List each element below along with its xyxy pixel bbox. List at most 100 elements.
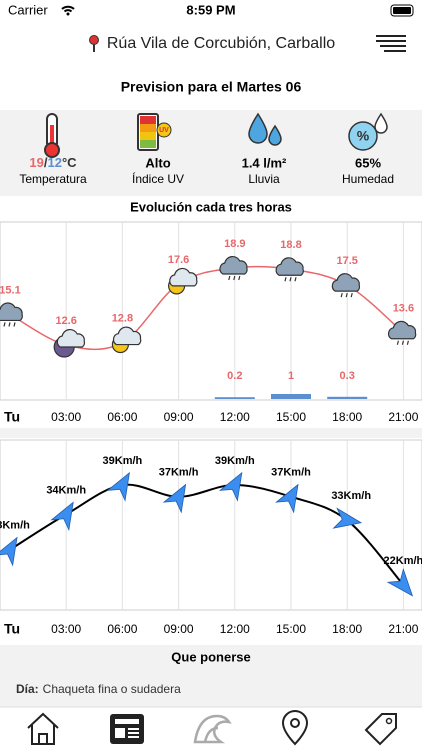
rain-drop <box>284 277 287 282</box>
rain-label: Lluvia <box>248 172 280 186</box>
cloud-icon <box>56 328 86 348</box>
x-tick-label: 18:00 <box>332 410 362 424</box>
uv-label: Índice UV <box>132 171 184 186</box>
clock: 8:59 PM <box>186 2 235 17</box>
wind-arrow <box>275 483 299 514</box>
wind-label: 39Km/h <box>215 455 255 467</box>
forecast-title: Prevision para el Martes 06 <box>121 79 302 95</box>
temp-separator: / <box>44 155 48 170</box>
wind-label: 28Km/h <box>0 520 30 532</box>
wind-chart-frame <box>0 439 422 611</box>
temperature-label: 18.8 <box>280 239 301 251</box>
wind-label: 39Km/h <box>103 455 143 467</box>
rain-drop <box>233 275 236 281</box>
rain-value: 1.4 l/m² <box>242 155 287 170</box>
chart-title: Evolución cada tres horas <box>130 199 292 214</box>
uv-icon-text: UV <box>159 127 169 134</box>
x-tick-label: 06:00 <box>107 410 137 424</box>
x-tick-label: 03:00 <box>51 622 81 636</box>
rain-bar <box>214 397 255 399</box>
cloud-icon <box>387 320 417 340</box>
day-text: Chaqueta fina o sudadera <box>43 682 181 696</box>
wind-arrow <box>162 483 187 514</box>
x-tick-label: 12:00 <box>220 622 250 636</box>
rain-drop <box>238 275 241 281</box>
temperature-range: 19/12°C <box>29 155 77 170</box>
tab-home[interactable] <box>27 712 59 745</box>
wind-label: 37Km/h <box>271 467 311 479</box>
wifi-dot <box>66 12 70 16</box>
wind-arrow <box>0 536 18 567</box>
location: Rúa Vila de Corcubión, Carballo <box>107 35 335 52</box>
wind-label: 34Km/h <box>46 484 86 496</box>
wind-arrow <box>106 471 130 502</box>
temperature-label: 17.6 <box>168 254 189 266</box>
temperature-label: 12.8 <box>112 312 133 324</box>
x-tick-label: Tu <box>4 621 20 637</box>
humidity-icon <box>348 112 388 151</box>
cloud-icon <box>0 302 23 322</box>
wind-label: 33Km/h <box>331 490 371 502</box>
temp-chart-frame <box>0 221 422 401</box>
cloud-icon <box>169 267 198 287</box>
x-tick-label: 21:00 <box>388 622 418 636</box>
uv-value: Alto <box>145 155 170 170</box>
tab-location-dot <box>290 718 300 728</box>
temperature-label: 18.9 <box>224 238 245 250</box>
clothing-panel <box>0 645 422 707</box>
temp-max: 19 <box>29 155 43 170</box>
temp-unit: °C <box>62 155 77 170</box>
rain-drop <box>340 292 343 298</box>
rain-drop <box>294 277 297 282</box>
rain-label: 0.2 <box>227 370 242 382</box>
temperature-label: 17.5 <box>336 255 357 267</box>
temperature-label: 15.1 <box>0 284 21 296</box>
humidity-icon-text: % <box>357 128 370 144</box>
wind-label: 37Km/h <box>159 467 199 479</box>
tab-location[interactable] <box>281 710 309 746</box>
cloud-icon <box>275 257 304 276</box>
x-tick-label: 15:00 <box>276 410 306 424</box>
x-tick-label: 03:00 <box>51 410 81 424</box>
tab-waves[interactable] <box>193 714 232 744</box>
temp-label: Temperatura <box>19 172 87 186</box>
cloud-icon <box>112 326 142 346</box>
rain-drop <box>345 292 348 298</box>
rain-label: 1 <box>288 370 294 382</box>
battery-level <box>393 7 411 14</box>
clothing-title: Que ponerse <box>171 649 250 664</box>
rain-drop <box>13 322 16 327</box>
uv-icon <box>137 113 172 151</box>
rain-drop <box>8 322 11 327</box>
x-tick-label: Tu <box>4 409 20 425</box>
clothing-day: Día: Chaqueta fina o sudadera <box>16 682 181 696</box>
humidity-value: 65% <box>355 155 381 170</box>
wifi-icon <box>61 5 75 13</box>
temperature-label: 12.6 <box>55 315 76 327</box>
cloud-icon <box>331 273 361 292</box>
rain-drop <box>3 322 6 327</box>
menu-button[interactable] <box>376 35 406 52</box>
x-tick-label: 06:00 <box>107 622 137 636</box>
wind-arrow <box>332 507 363 529</box>
tab-news[interactable] <box>110 714 144 744</box>
rain-drop <box>396 340 399 345</box>
tab-tag[interactable] <box>364 713 397 746</box>
rain-drop <box>401 340 404 345</box>
rain-drop <box>350 292 353 298</box>
x-tick-label: 15:00 <box>276 622 306 636</box>
wind-arrow <box>50 501 74 532</box>
x-tick-label: 21:00 <box>388 410 418 424</box>
rain-label: 0.3 <box>340 370 355 382</box>
rain-drop <box>406 340 409 345</box>
rain-icon <box>248 112 282 146</box>
temperature-label: 13.6 <box>393 303 414 315</box>
stats-panel <box>0 110 422 196</box>
x-tick-label: 12:00 <box>220 410 250 424</box>
x-tick-label: 09:00 <box>164 410 194 424</box>
x-tick-label: 18:00 <box>332 622 362 636</box>
x-tick-label: 09:00 <box>164 622 194 636</box>
rain-drop <box>228 275 231 281</box>
